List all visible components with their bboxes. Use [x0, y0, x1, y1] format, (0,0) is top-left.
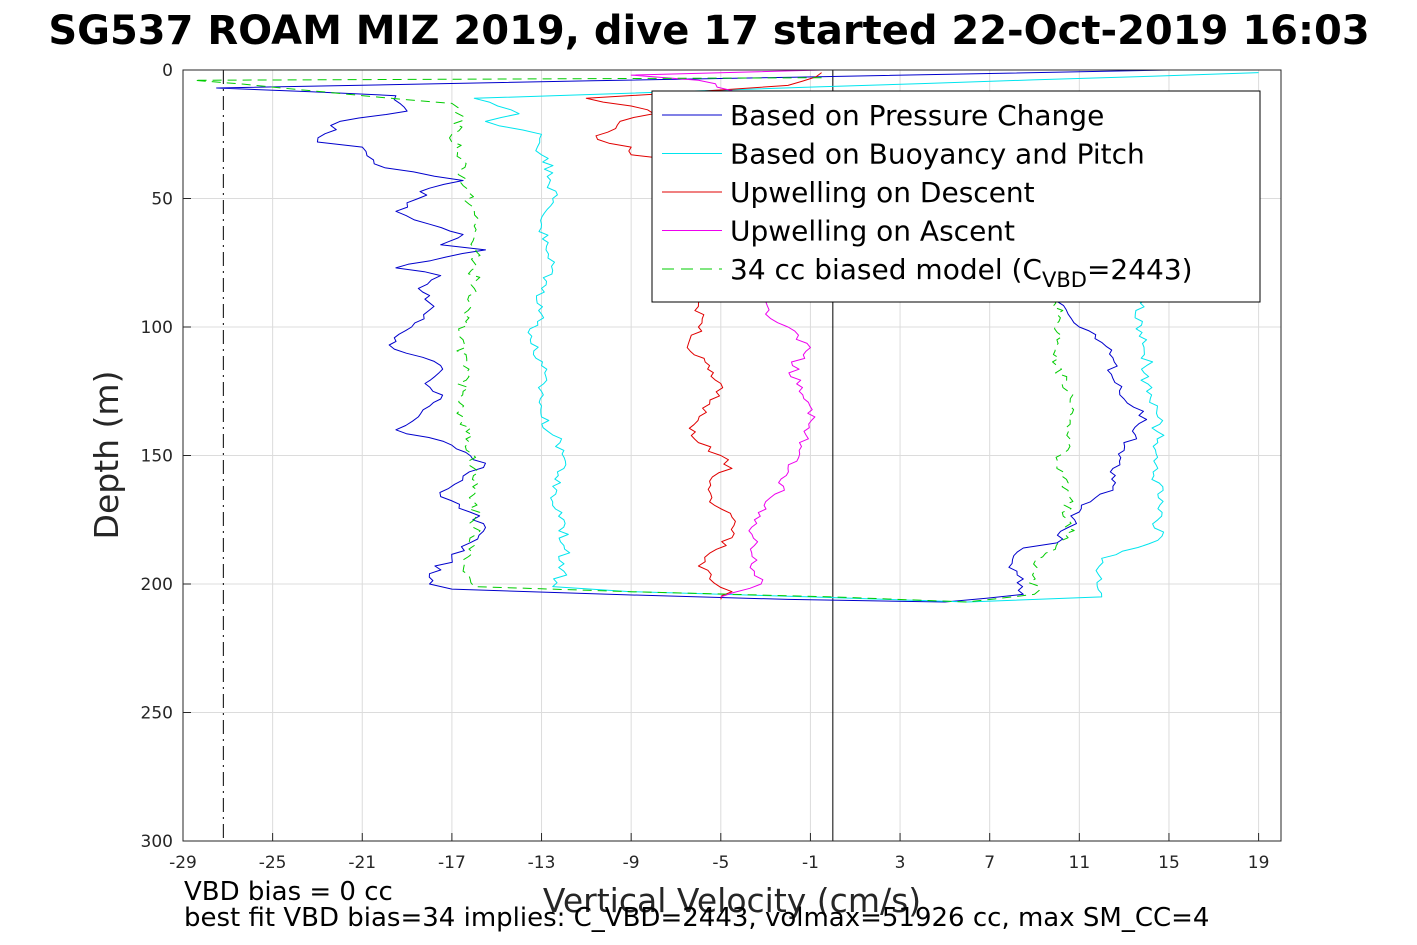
chart-title: SG537 ROAM MIZ 2019, dive 17 started 22-…: [48, 8, 1369, 54]
y-axis-label: Depth (m): [87, 371, 126, 540]
y-tick-label: 250: [141, 704, 173, 724]
x-tick-label: -13: [528, 853, 556, 873]
y-tick-label: 100: [141, 318, 173, 338]
legend: Based on Pressure Change Based on Buoyanc…: [651, 90, 1261, 303]
legend-label: 34 cc biased model (CVBD=2443): [730, 253, 1193, 292]
x-tick-label: 19: [1248, 853, 1270, 873]
y-tick-label: 50: [151, 190, 173, 210]
x-tick-label: 15: [1158, 853, 1180, 873]
legend-label-suffix: =2443): [1087, 253, 1193, 286]
legend-label-text: Based on Buoyancy and Pitch: [730, 138, 1145, 171]
x-tick-label: -29: [169, 853, 197, 873]
y-ticks: 0 50 100 150 200 250 300: [141, 61, 191, 852]
legend-entries: Based on Pressure Change Based on Buoyanc…: [662, 99, 1193, 292]
y-tick-label: 300: [141, 832, 173, 852]
x-tick-label: -21: [348, 853, 376, 873]
legend-label-text: Based on Pressure Change: [730, 99, 1104, 132]
legend-label-text: Upwelling on Descent: [730, 176, 1035, 209]
legend-box: [651, 90, 1261, 303]
y-tick-label: 0: [162, 61, 173, 81]
legend-label: Based on Buoyancy and Pitch: [730, 138, 1145, 171]
legend-label-subscript: VBD: [1042, 268, 1087, 292]
legend-label: Upwelling on Ascent: [730, 215, 1015, 248]
legend-label: Based on Pressure Change: [730, 99, 1104, 132]
x-ticks: -29 -25 -21 -17 -13 -9 -5 -1 3 7 11 15 19: [169, 833, 1269, 873]
best-fit-note: best fit VBD bias=34 implies: C_VBD=2443…: [184, 903, 1210, 933]
x-tick-label: -25: [259, 853, 287, 873]
x-tick-label: 3: [895, 853, 906, 873]
x-tick-label: 11: [1069, 853, 1091, 873]
legend-label-text: Upwelling on Ascent: [730, 215, 1015, 248]
x-axis-label: Vertical Velocity (cm/s): [543, 881, 921, 920]
vbd-bias-note: VBD bias = 0 cc: [184, 877, 393, 907]
x-tick-label: -17: [438, 853, 466, 873]
legend-label: Upwelling on Descent: [730, 176, 1035, 209]
series-buoyancy-pitch: [473, 72, 1259, 603]
x-tick-label: 7: [984, 853, 995, 873]
x-tick-label: -1: [802, 853, 819, 873]
series-biased-model: [193, 77, 1075, 603]
y-tick-label: 200: [141, 575, 173, 595]
x-tick-label: -5: [712, 853, 729, 873]
x-tick-label: -9: [623, 853, 640, 873]
series-pressure-change: [216, 69, 1170, 603]
legend-label-text: 34 cc biased model (C: [730, 253, 1042, 286]
y-tick-label: 150: [141, 447, 173, 467]
